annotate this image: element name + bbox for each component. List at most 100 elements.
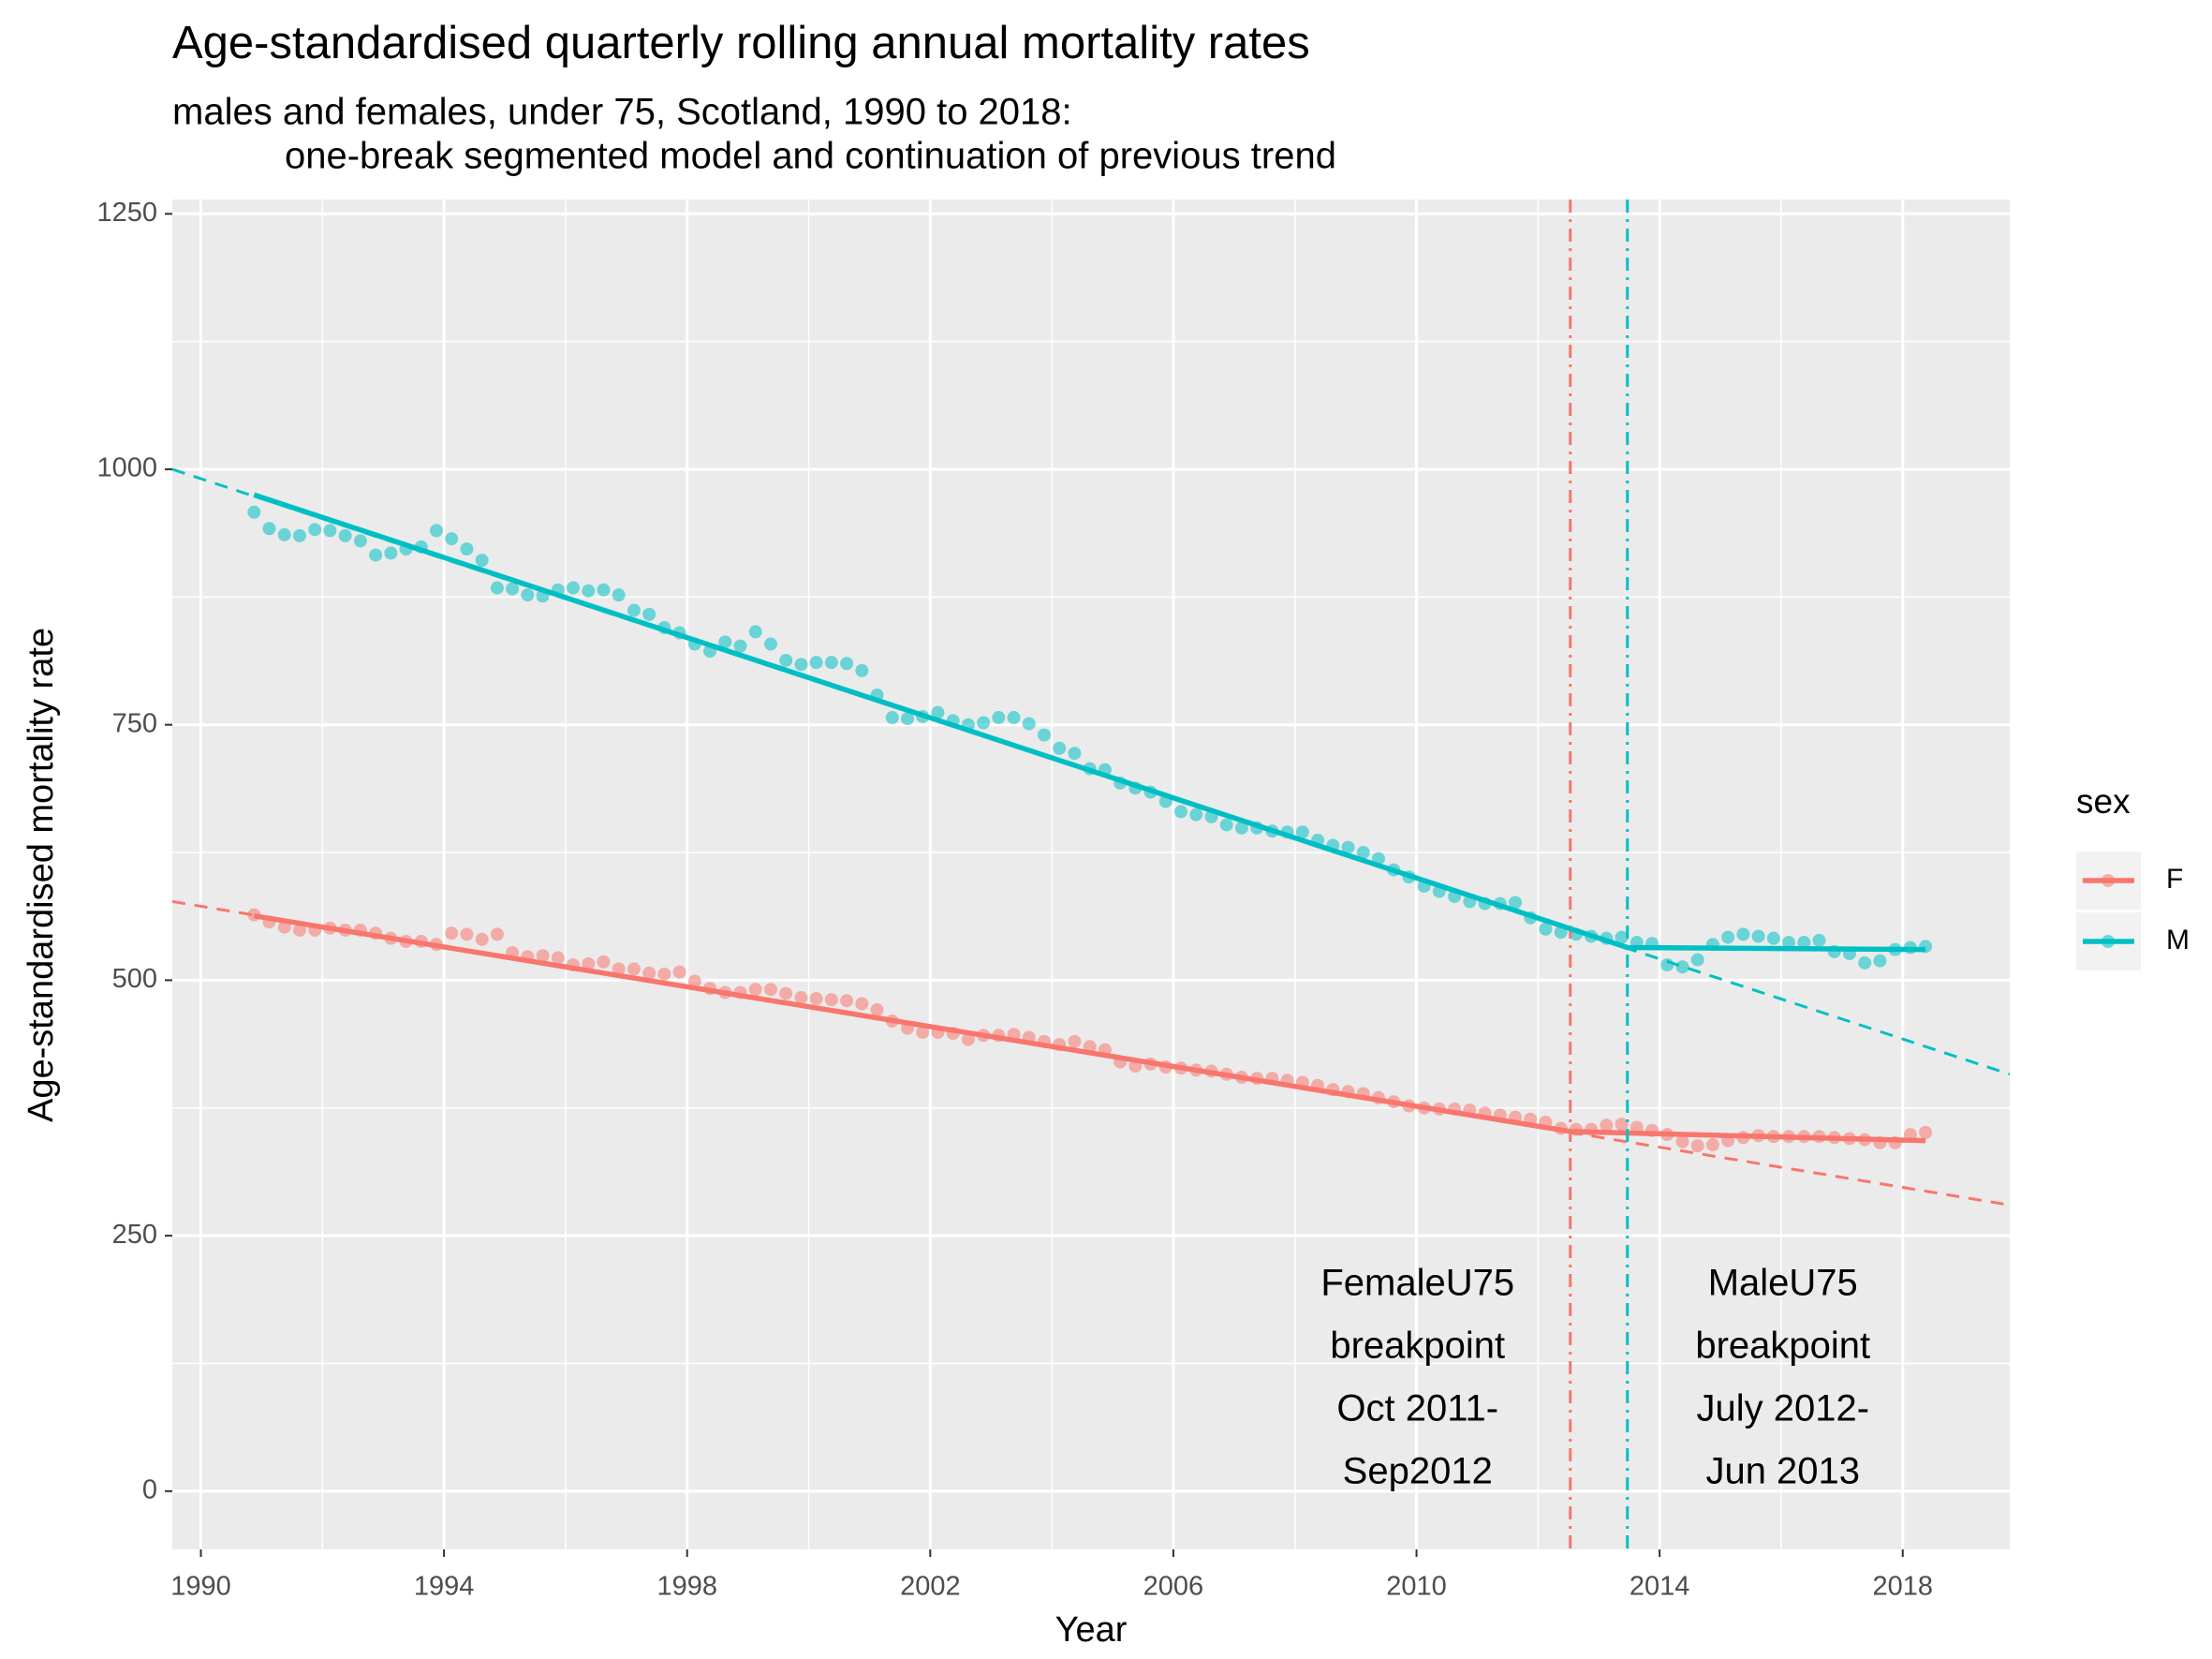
- point: [490, 581, 504, 595]
- legend-label: M: [2166, 925, 2190, 955]
- point: [597, 583, 611, 597]
- y-axis-title: Age-standardised mortality rate: [22, 628, 61, 1122]
- x-tick-label: 1994: [414, 1572, 475, 1602]
- y-tick-label: 250: [112, 1220, 157, 1250]
- y-tick-label: 1000: [96, 453, 157, 483]
- point: [506, 582, 520, 596]
- y-tick-label: 750: [112, 708, 157, 738]
- point: [809, 992, 823, 1006]
- point: [612, 962, 626, 976]
- point: [490, 927, 504, 941]
- x-tick-label: 2002: [900, 1572, 961, 1602]
- point: [292, 923, 306, 937]
- point: [1038, 728, 1052, 742]
- point: [840, 657, 854, 671]
- point: [1675, 960, 1689, 974]
- annotation: MaleU75: [1708, 1263, 1858, 1304]
- point: [1356, 846, 1370, 860]
- point: [1539, 922, 1553, 936]
- point: [1295, 825, 1309, 839]
- point: [247, 505, 261, 519]
- point: [672, 965, 686, 979]
- point: [1219, 818, 1233, 832]
- point: [824, 656, 838, 670]
- point: [824, 993, 838, 1007]
- point: [369, 548, 383, 562]
- x-tick-label: 2010: [1386, 1572, 1447, 1602]
- x-tick-label: 2006: [1143, 1572, 1204, 1602]
- point: [748, 625, 762, 639]
- point: [1174, 805, 1188, 819]
- point: [627, 962, 641, 976]
- annotation: FemaleU75: [1320, 1263, 1514, 1304]
- y-tick-label: 0: [142, 1474, 157, 1504]
- point: [1234, 821, 1248, 835]
- point: [687, 974, 701, 988]
- point: [1766, 931, 1780, 945]
- point: [460, 927, 474, 941]
- point: [1690, 953, 1704, 967]
- legend-point: [2101, 874, 2115, 887]
- point: [460, 542, 474, 556]
- point: [1509, 896, 1523, 910]
- annotation: breakpoint: [1330, 1326, 1505, 1367]
- point: [1690, 1139, 1704, 1153]
- point: [277, 527, 291, 541]
- point: [931, 705, 945, 719]
- point: [338, 528, 352, 542]
- point: [1660, 958, 1674, 972]
- point: [855, 997, 869, 1011]
- point: [794, 658, 808, 672]
- point: [1873, 954, 1887, 968]
- point: [1751, 929, 1765, 943]
- point: [916, 1026, 930, 1040]
- point: [308, 523, 322, 537]
- point: [1615, 930, 1629, 944]
- point: [855, 663, 869, 677]
- point: [1615, 1118, 1629, 1132]
- legend-title: sex: [2076, 782, 2131, 821]
- point: [961, 1032, 975, 1046]
- point: [779, 986, 793, 1000]
- point: [582, 956, 596, 970]
- chart-title: Age-standardised quarterly rolling annua…: [172, 18, 1310, 68]
- point: [1022, 717, 1036, 731]
- point: [977, 716, 991, 730]
- point: [657, 967, 671, 981]
- x-axis-title: Year: [1055, 1610, 1128, 1650]
- point: [262, 522, 276, 536]
- point: [779, 653, 793, 667]
- point: [567, 581, 581, 595]
- point: [1341, 840, 1355, 854]
- point: [597, 955, 611, 969]
- point: [1721, 930, 1735, 944]
- point: [475, 932, 489, 946]
- point: [445, 926, 459, 941]
- annotation: breakpoint: [1695, 1326, 1870, 1367]
- point: [292, 528, 306, 542]
- point: [885, 711, 899, 725]
- x-tick-label: 2018: [1873, 1572, 1934, 1602]
- point: [870, 1003, 884, 1017]
- point: [642, 966, 656, 980]
- point: [475, 554, 489, 568]
- annotation: Sep2012: [1343, 1451, 1493, 1492]
- point: [763, 637, 777, 651]
- point: [1600, 1118, 1614, 1133]
- point: [536, 949, 550, 963]
- point: [809, 656, 823, 670]
- legend-point: [2101, 935, 2115, 948]
- point: [1189, 807, 1203, 822]
- point: [445, 532, 459, 546]
- point: [612, 588, 626, 602]
- point: [1782, 936, 1796, 950]
- y-tick-label: 1250: [96, 198, 157, 228]
- x-tick-label: 1998: [656, 1572, 717, 1602]
- point: [763, 983, 777, 997]
- subtitle: one-break segmented model and continuati…: [285, 136, 1336, 177]
- point: [430, 524, 444, 538]
- point: [900, 712, 914, 726]
- point: [1053, 741, 1067, 755]
- point: [521, 588, 535, 602]
- point: [1812, 933, 1826, 947]
